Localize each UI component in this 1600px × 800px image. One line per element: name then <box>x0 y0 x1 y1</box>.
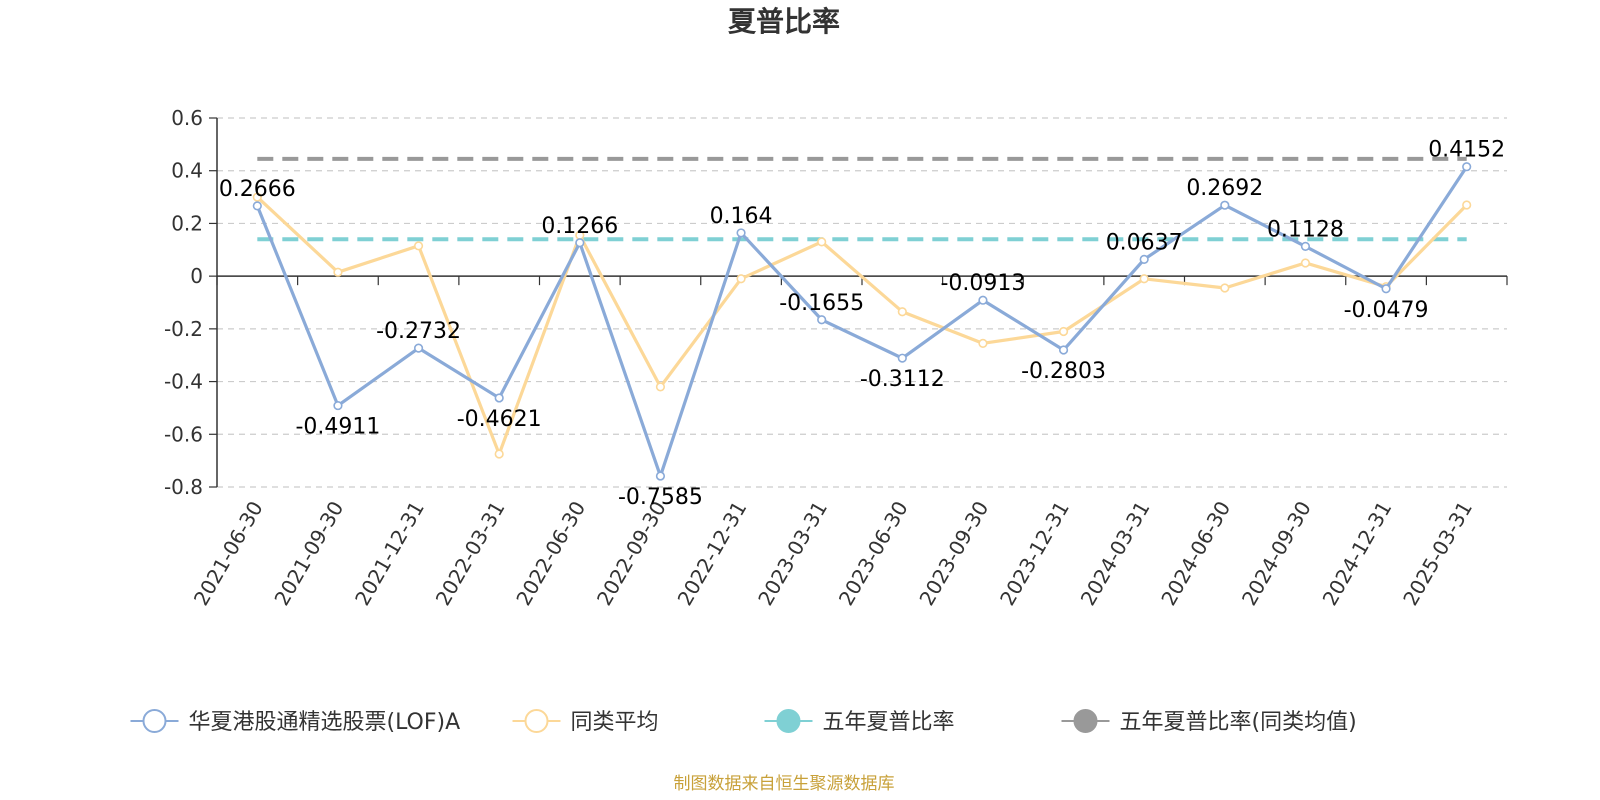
x-tick-label: 2021-06-30 <box>189 497 268 610</box>
x-tick-label: 2023-09-30 <box>914 497 993 610</box>
x-tick-label: 2022-12-31 <box>673 497 752 610</box>
data-point <box>736 274 746 284</box>
data-point <box>1300 241 1311 252</box>
source-note: 制图数据来自恒生聚源数据库 <box>674 774 895 794</box>
data-point <box>252 192 262 202</box>
x-tick-label: 2023-06-30 <box>834 497 913 610</box>
legend-label: 华夏港股通精选股票(LOF)A <box>189 710 461 735</box>
data-point <box>1058 326 1069 337</box>
data-point <box>252 201 262 211</box>
data-point <box>655 471 666 481</box>
data-label: -0.2732 <box>376 319 461 344</box>
grid-layer <box>217 117 1507 488</box>
x-tick-label: 2024-06-30 <box>1156 497 1235 610</box>
y-tick-label: 0.6 <box>171 106 203 130</box>
data-point <box>413 241 424 251</box>
legend-item[interactable]: 五年夏普比率 <box>764 709 955 735</box>
data-label: 0.1128 <box>1267 217 1344 242</box>
data-label: 0.4152 <box>1428 138 1505 163</box>
x-tick-label: 2024-03-31 <box>1076 497 1155 610</box>
data-point <box>1139 254 1149 264</box>
data-label: 0.0637 <box>1106 230 1183 255</box>
data-label: -0.7585 <box>618 485 703 510</box>
data-label: -0.2803 <box>1021 359 1106 384</box>
data-point <box>1058 345 1069 355</box>
data-point <box>736 228 746 238</box>
x-tick-label: 2022-09-30 <box>592 497 671 610</box>
chart-title: 夏普比率 <box>728 5 840 38</box>
data-point <box>413 343 424 353</box>
data-point <box>897 353 907 363</box>
legend-item[interactable]: 五年夏普比率(同类均值) <box>1061 709 1357 735</box>
x-tick-label: 2024-09-30 <box>1237 497 1316 610</box>
data-point <box>1220 200 1230 210</box>
data-point <box>494 393 504 403</box>
reference-lines <box>257 156 1467 242</box>
x-tick-label: 2021-12-31 <box>350 497 429 610</box>
y-tick-label: -0.6 <box>164 422 203 446</box>
data-label: -0.0479 <box>1344 298 1429 323</box>
data-label: -0.0913 <box>940 271 1025 296</box>
data-label: 0.2666 <box>219 177 296 202</box>
y-tick-label: -0.4 <box>164 370 203 394</box>
legend-marker-icon <box>776 709 801 733</box>
data-label: -0.1655 <box>779 291 864 316</box>
legend-item[interactable]: 华夏港股通精选股票(LOF)A <box>130 709 461 735</box>
series-layer <box>252 162 1472 481</box>
data-label: -0.3112 <box>860 367 945 392</box>
x-tick-label: 2023-12-31 <box>995 497 1074 610</box>
data-point <box>1462 162 1472 172</box>
data-point <box>1300 258 1311 268</box>
data-point <box>1462 200 1472 210</box>
legend-label: 五年夏普比率 <box>823 710 955 735</box>
legend-label: 同类平均 <box>571 710 659 735</box>
data-labels: 0.2666 -0.4911 -0.2732 -0.4621 0.1266 -0.7585… <box>219 138 1505 510</box>
data-point <box>655 382 666 392</box>
data-point <box>1381 284 1391 294</box>
y-tick-label: 0.2 <box>171 211 203 235</box>
data-label: 0.164 <box>710 204 773 229</box>
data-point <box>978 295 988 305</box>
data-point <box>575 238 585 248</box>
data-label: -0.4911 <box>295 415 380 440</box>
data-label: 0.1266 <box>541 214 618 239</box>
data-point <box>817 315 827 325</box>
legend-marker-icon <box>524 709 549 733</box>
x-tick-label: 2025-03-31 <box>1398 497 1477 610</box>
data-point <box>494 449 504 459</box>
data-point <box>897 307 907 317</box>
data-label: 0.2692 <box>1186 176 1263 201</box>
data-point <box>333 267 343 277</box>
legend[interactable]: 华夏港股通精选股票(LOF)A 同类平均 五年夏普比率 五年夏普比率(同类均值) <box>130 709 1357 735</box>
y-tick-label: -0.2 <box>164 317 203 341</box>
x-tick-label: 2022-06-30 <box>511 497 590 610</box>
legend-label: 五年夏普比率(同类均值) <box>1120 710 1357 735</box>
legend-item[interactable]: 同类平均 <box>512 709 659 735</box>
series-line <box>256 195 1468 456</box>
data-point <box>333 400 343 411</box>
x-tick-label: 2023-03-31 <box>753 497 832 610</box>
x-tick-label: 2022-03-31 <box>431 497 510 610</box>
y-tick-label: 0.4 <box>171 159 203 183</box>
data-point <box>1220 283 1230 293</box>
x-tick-label: 2021-09-30 <box>269 497 348 610</box>
y-tick-label: 0 <box>190 264 203 288</box>
data-point <box>978 338 988 348</box>
data-label: -0.4621 <box>457 407 542 432</box>
legend-marker-icon <box>1073 709 1098 733</box>
data-point <box>817 237 827 247</box>
x-tick-label: 2024-12-31 <box>1318 497 1397 610</box>
legend-marker-icon <box>142 709 167 733</box>
data-point <box>1139 274 1149 284</box>
series-line <box>255 165 1469 478</box>
y-tick-label: -0.8 <box>164 475 203 499</box>
